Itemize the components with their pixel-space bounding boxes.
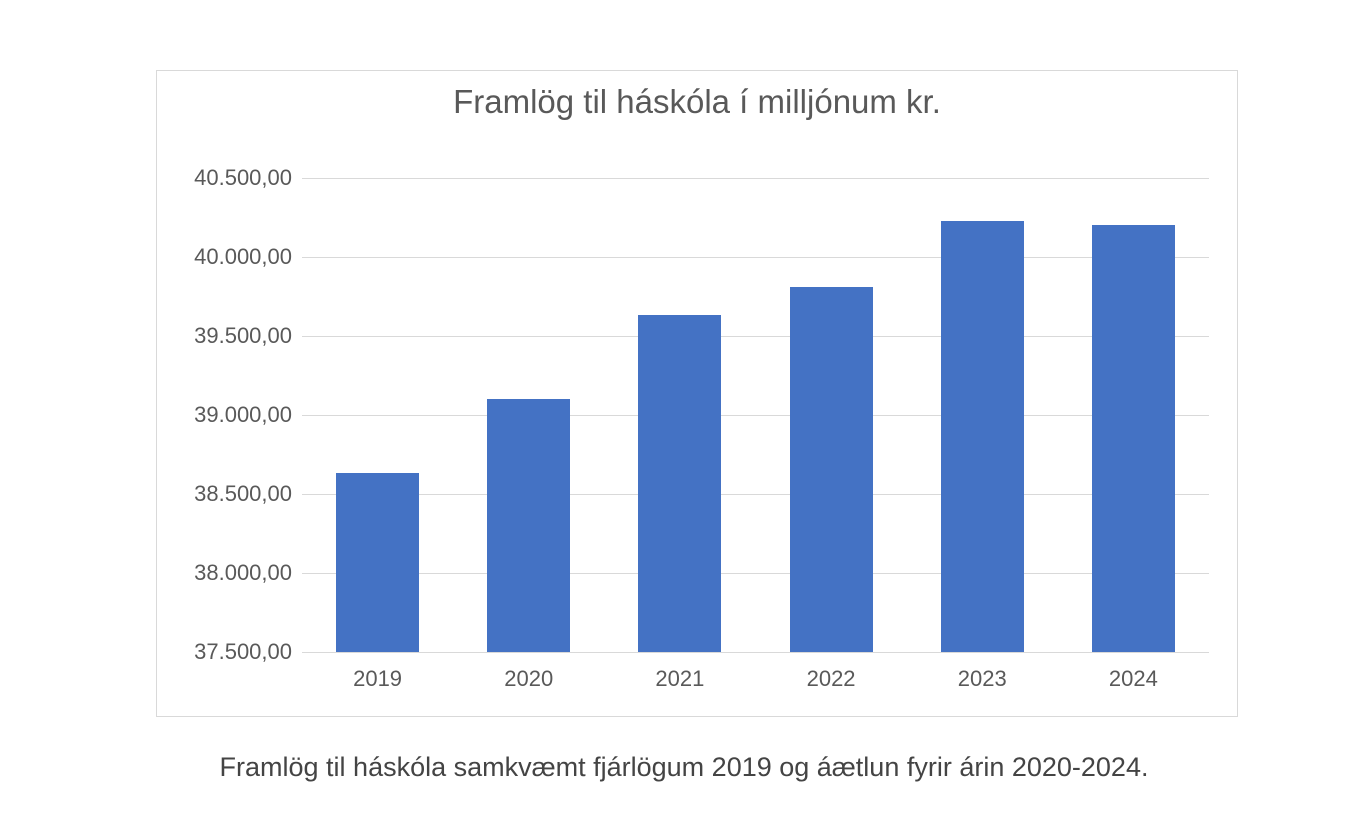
y-tick-label: 39.000,00 xyxy=(194,402,302,428)
x-tick-label: 2019 xyxy=(353,652,402,692)
grid-line xyxy=(302,178,1209,179)
x-tick-label: 2023 xyxy=(958,652,1007,692)
x-tick-label: 2021 xyxy=(655,652,704,692)
x-tick-label: 2022 xyxy=(807,652,856,692)
chart-title: Framlög til háskóla í milljónum kr. xyxy=(157,83,1237,121)
y-tick-label: 40.000,00 xyxy=(194,244,302,270)
chart-caption: Framlög til háskóla samkvæmt fjárlögum 2… xyxy=(0,752,1368,783)
y-tick-label: 38.000,00 xyxy=(194,560,302,586)
grid-line xyxy=(302,573,1209,574)
y-tick-label: 38.500,00 xyxy=(194,481,302,507)
grid-line xyxy=(302,257,1209,258)
bar xyxy=(336,473,419,652)
grid-line xyxy=(302,336,1209,337)
bar xyxy=(638,315,721,652)
bar xyxy=(1092,225,1175,652)
bar xyxy=(941,221,1024,652)
x-tick-label: 2024 xyxy=(1109,652,1158,692)
grid-line xyxy=(302,652,1209,653)
plot-area: 37.500,0038.000,0038.500,0039.000,0039.5… xyxy=(302,178,1209,652)
grid-line xyxy=(302,494,1209,495)
grid-line xyxy=(302,415,1209,416)
x-tick-label: 2020 xyxy=(504,652,553,692)
y-tick-label: 37.500,00 xyxy=(194,639,302,665)
bar xyxy=(487,399,570,652)
y-tick-label: 39.500,00 xyxy=(194,323,302,349)
y-tick-label: 40.500,00 xyxy=(194,165,302,191)
bar xyxy=(790,287,873,652)
chart-container: Framlög til háskóla í milljónum kr. 37.5… xyxy=(156,70,1238,717)
